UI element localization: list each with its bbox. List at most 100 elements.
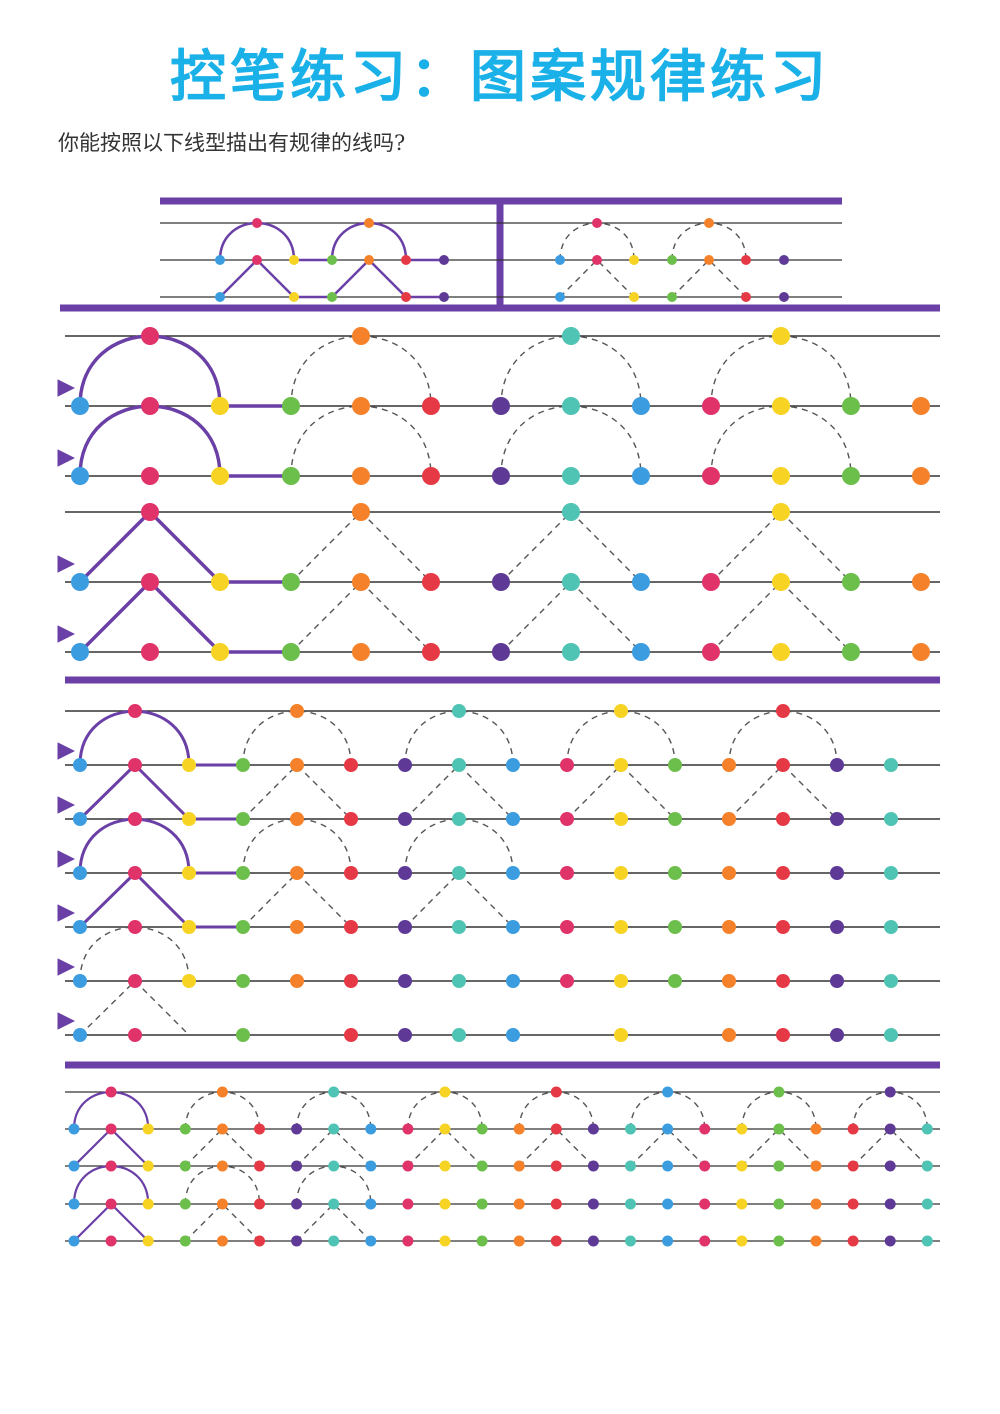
arch-guide-dashed [728,710,838,766]
zigzag-guide-dashed [184,1128,260,1167]
dot [476,1123,488,1135]
dot [422,467,440,485]
dot [401,292,411,302]
dot [398,974,412,988]
dot [847,1123,859,1135]
arch-guide-dashed [184,1165,261,1205]
zigzag-guide-dashed [852,1128,928,1167]
dot [142,1198,154,1210]
dot [776,920,790,934]
dot [252,255,262,265]
dot [216,1086,228,1098]
dot [662,1160,674,1172]
dot [452,974,466,988]
dot [614,1028,628,1042]
dot [506,974,520,988]
dot [625,1198,636,1210]
dot [344,866,358,880]
dot [365,1123,377,1135]
dot [142,1123,154,1135]
dot [702,397,720,415]
dot [614,758,628,772]
dot [401,255,411,265]
dot [506,1028,520,1042]
dot [328,1123,340,1135]
guide-lines [60,197,940,1242]
dot [830,974,844,988]
dot [702,573,720,591]
dot [236,920,250,934]
dot [216,1123,228,1135]
dot [402,1235,414,1247]
dot [398,812,412,826]
dot [667,292,677,302]
dot [452,866,466,880]
dot [398,866,412,880]
zigzag-path [330,258,408,299]
dot [668,758,682,772]
dot [402,1198,414,1210]
dot [884,866,898,880]
dot [625,1123,636,1135]
zigzag-guide-dashed [566,764,676,820]
dot [344,812,358,826]
zigzag-path [72,1127,150,1168]
dot [452,758,466,772]
dot [73,1028,87,1042]
dot [560,866,574,880]
dot [290,758,304,772]
dot [290,974,304,988]
dot [884,812,898,826]
dot [506,866,520,880]
dot [830,866,844,880]
dot [211,397,229,415]
dot [614,812,628,826]
dot [73,866,87,880]
dot [439,1198,451,1210]
dot [291,1123,303,1135]
dot [439,255,449,265]
zigzag-path [72,1202,150,1243]
dot [182,974,196,988]
dot [513,1198,525,1210]
dot [704,255,714,265]
zigzag-guide-dashed [500,511,642,583]
dot [439,292,449,302]
dot [182,758,196,772]
dot [884,1028,898,1042]
dot [422,573,440,591]
dot [668,920,682,934]
dot [128,1028,142,1042]
arch-guide-dashed [710,335,852,407]
arch-guide-dashed [629,1091,706,1130]
dot [290,704,304,718]
zigzag-guide-dashed [671,259,747,298]
dot [614,974,628,988]
dot [289,292,299,302]
dot [282,467,300,485]
zigzag-guide-dashed [500,581,642,653]
dot [699,1235,711,1247]
zigzag-path [78,870,191,929]
dot [662,1198,674,1210]
dot [215,292,225,302]
dot [736,1235,748,1247]
dot [328,1160,340,1172]
dot [439,1235,451,1247]
dot [211,467,229,485]
page-title: 控笔练习：图案规律练习 [170,45,830,110]
dot [699,1160,711,1172]
dot [668,866,682,880]
dot [722,758,736,772]
dot [215,255,225,265]
arch-path [78,334,222,408]
dot [128,920,142,934]
dot [830,1028,844,1042]
dot [128,812,142,826]
dot [662,1235,674,1247]
dot [810,1160,822,1172]
dot [912,467,930,485]
dot [632,397,650,415]
dot [562,467,580,485]
